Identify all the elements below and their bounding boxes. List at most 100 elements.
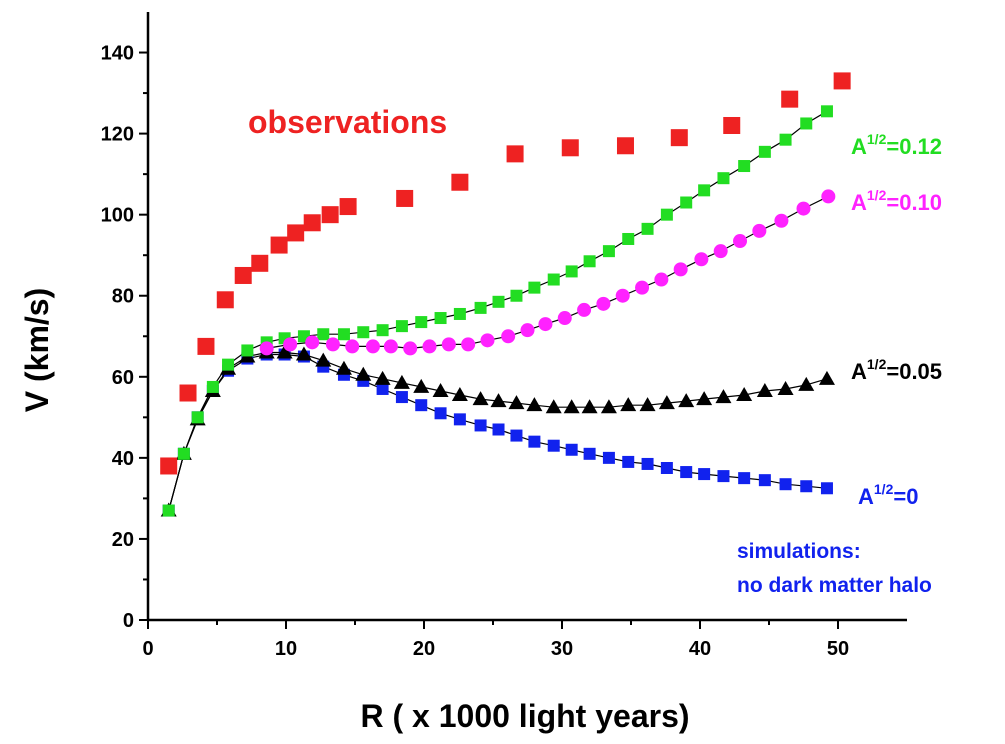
data-point bbox=[670, 129, 688, 147]
data-point bbox=[563, 399, 580, 414]
data-point bbox=[422, 339, 437, 354]
data-point bbox=[339, 198, 357, 216]
data-point bbox=[833, 72, 851, 90]
data-point bbox=[680, 466, 693, 479]
data-point bbox=[492, 295, 505, 308]
data-point bbox=[451, 387, 468, 402]
observations-annotation: observations bbox=[248, 104, 447, 140]
data-point bbox=[317, 328, 330, 341]
data-point bbox=[777, 380, 794, 395]
data-point bbox=[781, 90, 799, 108]
data-point bbox=[526, 397, 543, 412]
data-point bbox=[557, 311, 572, 326]
data-point bbox=[251, 254, 269, 272]
data-point bbox=[395, 391, 408, 404]
data-point bbox=[474, 419, 487, 432]
data-point bbox=[680, 196, 693, 209]
data-point bbox=[383, 339, 398, 354]
series-label-sup: 1/2 bbox=[867, 187, 887, 203]
data-point bbox=[779, 133, 792, 146]
data-point bbox=[374, 370, 391, 385]
y-tick-label: 80 bbox=[112, 286, 134, 308]
y-tick-label: 0 bbox=[123, 610, 134, 632]
data-point bbox=[472, 391, 489, 406]
series-label-value: =0.12 bbox=[886, 134, 942, 159]
series-label: A1/2=0.12 bbox=[851, 131, 942, 159]
series-label-value: =0.05 bbox=[886, 359, 942, 384]
data-point bbox=[616, 137, 634, 155]
data-point bbox=[528, 435, 541, 448]
y-tick-label: 120 bbox=[101, 124, 134, 146]
data-point bbox=[565, 443, 578, 456]
data-point bbox=[752, 223, 767, 238]
data-point bbox=[694, 252, 709, 267]
data-point bbox=[337, 328, 350, 341]
data-point bbox=[717, 172, 730, 185]
series-label-sup: 1/2 bbox=[867, 131, 887, 147]
data-point bbox=[432, 382, 449, 397]
data-point bbox=[160, 457, 178, 475]
data-point bbox=[295, 346, 312, 361]
data-point bbox=[197, 337, 215, 355]
data-point bbox=[622, 455, 635, 468]
simulations-annotation-line2: no dark matter halo bbox=[737, 574, 932, 597]
labels-layer: observations simulations: no dark matter… bbox=[248, 104, 942, 597]
data-point bbox=[222, 358, 235, 371]
data-point bbox=[717, 470, 730, 483]
x-tick-label: 50 bbox=[827, 638, 849, 660]
data-point bbox=[474, 301, 487, 314]
data-point bbox=[259, 341, 274, 356]
data-point bbox=[577, 302, 592, 317]
data-point bbox=[501, 329, 516, 344]
data-point bbox=[561, 139, 579, 157]
data-point bbox=[480, 333, 495, 348]
data-point bbox=[510, 429, 523, 442]
series-label-base: A bbox=[851, 190, 867, 215]
data-point bbox=[191, 411, 204, 424]
data-point bbox=[698, 468, 711, 481]
data-point bbox=[622, 232, 635, 245]
data-point bbox=[315, 352, 332, 367]
data-point bbox=[321, 206, 339, 224]
data-point bbox=[396, 189, 414, 207]
x-tick-label: 30 bbox=[551, 638, 573, 660]
data-point bbox=[303, 214, 321, 232]
data-point bbox=[673, 262, 688, 277]
data-point bbox=[520, 323, 535, 338]
data-point bbox=[756, 382, 773, 397]
data-point bbox=[270, 236, 288, 254]
data-point bbox=[779, 478, 792, 491]
data-point bbox=[660, 208, 673, 221]
data-point bbox=[538, 317, 553, 332]
data-point bbox=[305, 335, 320, 350]
data-point bbox=[713, 244, 728, 259]
data-point bbox=[490, 393, 507, 408]
data-point bbox=[357, 326, 370, 339]
data-point bbox=[774, 213, 789, 228]
data-point bbox=[287, 224, 305, 242]
data-point bbox=[615, 288, 630, 303]
data-point bbox=[641, 222, 654, 235]
data-point bbox=[283, 337, 298, 352]
y-tick-label: 140 bbox=[101, 43, 134, 65]
data-point bbox=[441, 337, 456, 352]
data-point bbox=[216, 291, 234, 309]
data-point bbox=[736, 387, 753, 402]
data-point bbox=[335, 360, 352, 375]
data-point bbox=[413, 378, 430, 393]
data-point bbox=[403, 341, 418, 356]
data-point bbox=[654, 272, 669, 287]
data-point bbox=[510, 289, 523, 302]
data-point bbox=[733, 234, 748, 249]
data-point bbox=[345, 339, 360, 354]
series-a-1-2-0 bbox=[162, 348, 833, 517]
x-axis-title: R ( x 1000 light years) bbox=[360, 698, 689, 734]
series-label: A1/2=0 bbox=[858, 481, 918, 509]
data-point bbox=[453, 413, 466, 426]
data-point bbox=[234, 266, 252, 284]
data-point bbox=[820, 482, 833, 495]
series-label: A1/2=0.10 bbox=[851, 187, 942, 215]
data-point bbox=[798, 376, 815, 391]
data-point bbox=[818, 370, 835, 385]
